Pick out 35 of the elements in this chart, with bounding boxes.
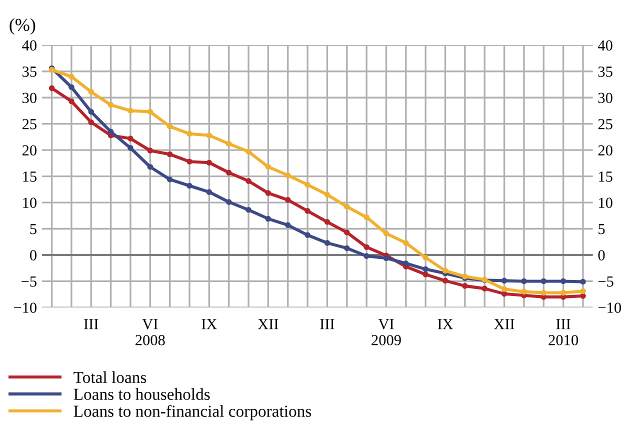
x-tick-label: III <box>84 319 98 330</box>
y-tick-label: −10 <box>14 302 36 313</box>
y-tick-label: 35 <box>22 66 36 77</box>
y-tick-label: 15 <box>23 172 36 182</box>
legend-label: Loans to households <box>74 388 210 400</box>
y2-tick-label: 15 <box>599 172 612 182</box>
legend-label: Total loans <box>74 371 146 384</box>
x-tick-label: VI 2009 <box>372 319 401 346</box>
y-tick-label: 25 <box>22 119 36 130</box>
y-tick-label: 30 <box>22 92 36 104</box>
y-tick-label: 0 <box>30 250 36 260</box>
y2-tick-label: −10 <box>598 302 621 313</box>
y2-tick-label: 25 <box>598 119 612 130</box>
y-tick-label: 10 <box>23 198 36 208</box>
legend-label: Loans to non-financial corporations <box>74 404 312 420</box>
y2-tick-label: 0 <box>598 250 605 260</box>
y2-tick-label: 40 <box>598 40 612 51</box>
x-tick-label: III <box>320 319 334 330</box>
y-tick-label: 40 <box>22 40 36 51</box>
y2-tick-label: 10 <box>599 198 612 208</box>
x-tick-label: XII <box>258 319 278 330</box>
x-tick-label: III 2010 <box>548 319 578 346</box>
y-tick-label: −5 <box>22 276 36 287</box>
y2-tick-label: 35 <box>598 66 612 77</box>
x-tick-label: IX <box>438 319 454 330</box>
y2-tick-label: 5 <box>598 224 605 234</box>
y-tick-label: 5 <box>30 224 36 234</box>
x-tick-label: IX <box>202 319 217 330</box>
x-tick-label: VI 2008 <box>136 319 165 346</box>
y-axis-title: (%) <box>10 18 36 35</box>
y2-tick-label: −5 <box>598 276 614 287</box>
y2-tick-label: 30 <box>598 92 612 104</box>
y2-tick-label: 20 <box>598 145 612 156</box>
y-tick-label: 20 <box>22 145 36 156</box>
x-tick-label: XII <box>494 319 514 330</box>
